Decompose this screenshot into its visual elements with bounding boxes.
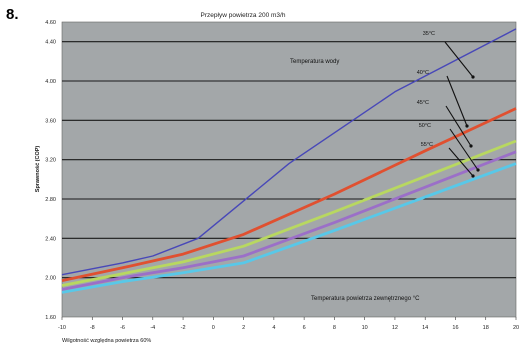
x-tick-label: 4 [272,325,275,331]
y-tick-label: 4.40 [45,40,56,46]
series-leader-line [449,128,479,171]
series-leader-arrow [471,174,475,178]
y-tick-label: 2.80 [45,197,56,203]
x-tick-label: 10 [362,325,368,331]
series-label: 40°C [417,70,429,76]
y-tick-label: 3.20 [45,158,56,164]
x-tick-label: 16 [452,325,458,331]
x-tick-label: -10 [58,325,66,331]
series-line [61,150,517,291]
series-line [61,139,517,287]
series-leader-arrow [471,75,475,79]
series-label: 50°C [419,123,431,129]
y-tick-label: 2.00 [45,276,56,282]
x-tick-label: 6 [303,325,306,331]
y-tick-label: 1.60 [45,315,56,321]
series-label: 45°C [417,100,429,106]
series-layer [61,28,517,294]
x-tick-label: 2 [242,325,245,331]
y-tick-label: 2.40 [45,236,56,242]
y-tick-label: 4.60 [45,20,56,26]
series-line [61,162,517,294]
x-tick-label: -6 [120,325,125,331]
series-leader-line [444,41,474,78]
series-line [61,107,517,282]
y-tick-label: 4.00 [45,79,56,85]
series-leader-arrow [465,124,469,128]
figure-number: 8. [6,6,19,23]
x-axis-label: Wilgotność względna powietrza 60% [62,338,151,344]
x-tick-label: -2 [181,325,186,331]
x-tick-label: 14 [422,325,428,331]
series-leader-line [446,75,468,127]
x-tick-label: 12 [392,325,398,331]
series-leader-arrow [469,144,473,148]
series-line [61,28,517,276]
x-tick-label: -4 [150,325,155,331]
series-label: 55°C [421,142,433,148]
air-temp-annotation: Temperatura powietrza zewnętrznego °C [311,296,420,302]
series-leader-line [445,105,472,147]
series-leader-line [448,147,474,177]
water-temp-annotation: Temperatura wody [290,59,339,65]
series-leader-arrow [476,168,480,172]
y-tick-label: 3.60 [45,118,56,124]
x-tick-label: 8 [333,325,336,331]
y-axis-label: Sprawność (COP) [35,146,41,193]
x-tick-label: -8 [90,325,95,331]
tick-layer: 1.60 2.00 2.40 2.80 3.20 3.60 4.00 4.40 4.60 -10 -… [45,20,519,331]
x-tick-label: 20 [513,325,519,331]
label-layer: 35°C 40°C 45°C 50°C 55°C [417,31,480,178]
x-tick-label: 18 [483,325,489,331]
chart-title: Przepływ powietrza 200 m3/h [201,12,286,19]
series-label: 35°C [423,31,435,37]
x-tick-label: 0 [212,325,215,331]
grid-layer [62,41,516,279]
